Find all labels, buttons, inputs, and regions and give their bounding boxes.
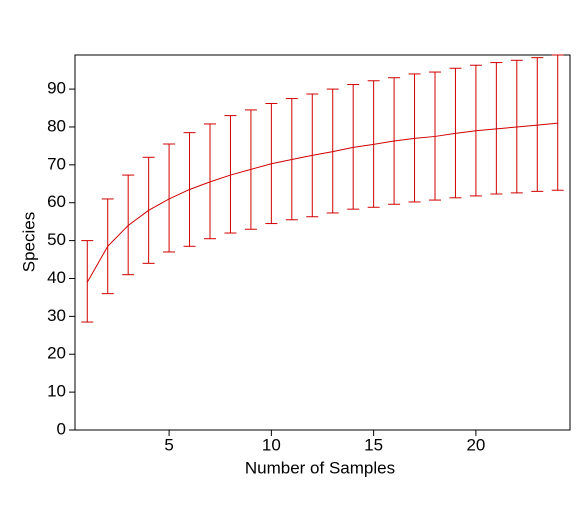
x-tick-label: 20 <box>466 435 485 454</box>
x-tick-label: 15 <box>364 435 383 454</box>
plot-frame <box>74 54 571 431</box>
y-tick-label: 70 <box>47 154 66 173</box>
y-tick-label: 60 <box>47 192 66 211</box>
y-tick-label: 20 <box>47 344 66 363</box>
y-tick-label: 10 <box>47 382 66 401</box>
x-tick-label: 10 <box>262 435 281 454</box>
y-tick-label: 40 <box>47 268 66 287</box>
y-tick-label: 90 <box>47 79 66 98</box>
y-tick-label: 80 <box>47 116 66 135</box>
x-axis-label: Number of Samples <box>245 458 395 477</box>
y-tick-label: 50 <box>47 230 66 249</box>
x-tick-label: 5 <box>164 435 173 454</box>
y-tick-label: 30 <box>47 306 66 325</box>
y-axis-label: Species <box>19 212 38 272</box>
y-tick-label: 0 <box>57 419 66 438</box>
series-line <box>86 122 558 283</box>
